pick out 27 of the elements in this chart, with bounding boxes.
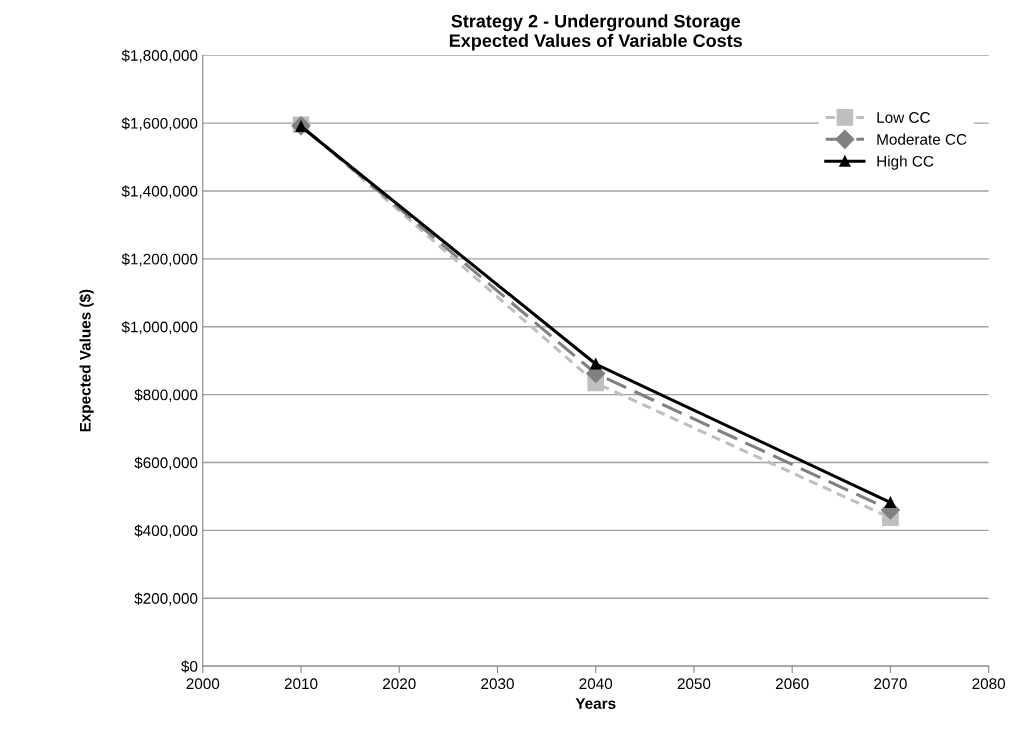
y-axis-title: Expected Values ($)	[79, 289, 94, 432]
x-tick-label: 2010	[284, 678, 318, 690]
y-tick-label: $1,400,000	[121, 185, 198, 199]
y-tick-label: $1,000,000	[121, 320, 198, 335]
legend-label: High CC	[877, 155, 934, 170]
y-tick-label: $600,000	[134, 456, 198, 470]
point	[590, 358, 602, 370]
x-tick-label: 2030	[481, 678, 514, 690]
x-tick-label: 2020	[383, 678, 416, 690]
legend-label: Low CC	[877, 112, 930, 123]
y-tick-label: $0	[181, 660, 198, 673]
x-tick-label: 2080	[972, 678, 1006, 690]
x-tick-label: 2060	[775, 678, 809, 690]
y-tick-label: $1,800,000	[121, 49, 198, 63]
y-tick-label: $400,000	[134, 524, 198, 538]
point	[884, 496, 896, 509]
y-tick-label: $200,000	[134, 592, 198, 606]
x-tick-label: 2040	[579, 678, 613, 690]
y-tick-label: $800,000	[134, 388, 198, 403]
x-axis-title: Years	[575, 698, 616, 709]
x-tick-label: 2000	[186, 678, 220, 690]
x-tick-label: 2070	[874, 678, 907, 690]
y-tick-label: $1,600,000	[121, 117, 198, 131]
legend-label: Moderate CC	[877, 133, 967, 145]
x-tick-label: 2050	[677, 678, 711, 690]
chart-title: Strategy 2 - Underground Storage Expected Values of Variable Costs	[449, 14, 743, 51]
y-tick-label: $1,200,000	[121, 253, 198, 267]
